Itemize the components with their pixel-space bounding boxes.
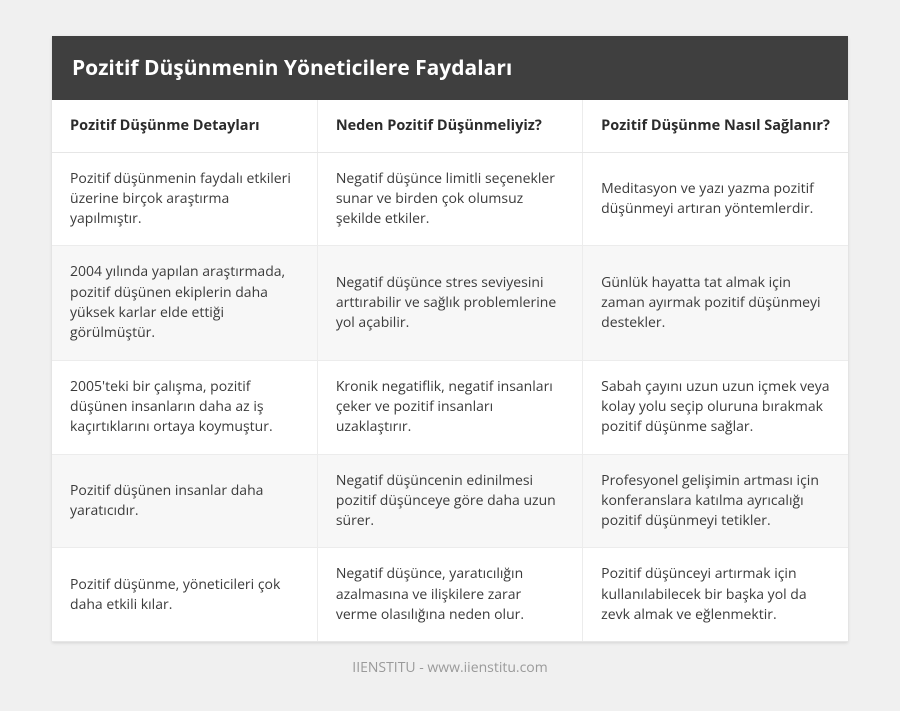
card-title: Pozitif Düşünmenin Yöneticilere Faydalar…	[52, 36, 848, 100]
benefits-table: Pozitif Düşünme Detayları Neden Pozitif …	[52, 100, 848, 642]
table-cell: 2005'teki bir çalışma, pozitif düşünen i…	[52, 360, 317, 454]
table-row: Pozitif düşünmenin faydalı etkileri üzer…	[52, 152, 848, 246]
table-cell: Pozitif düşünen insanlar daha yaratıcıdı…	[52, 454, 317, 548]
table-cell: Günlük hayatta tat almak için zaman ayır…	[583, 246, 848, 360]
column-header: Pozitif Düşünme Detayları	[52, 100, 317, 152]
table-cell: Pozitif düşünceyi artırmak için kullanıl…	[583, 548, 848, 642]
column-header: Pozitif Düşünme Nasıl Sağlanır?	[583, 100, 848, 152]
table-cell: 2004 yılında yapılan araştırmada, poziti…	[52, 246, 317, 360]
table-cell: Profesyonel gelişimin artması için konfe…	[583, 454, 848, 548]
table-header-row: Pozitif Düşünme Detayları Neden Pozitif …	[52, 100, 848, 152]
info-card: Pozitif Düşünmenin Yöneticilere Faydalar…	[52, 36, 848, 642]
table-row: Pozitif düşünen insanlar daha yaratıcıdı…	[52, 454, 848, 548]
table-cell: Kronik negatiflik, negatif insanları çek…	[317, 360, 582, 454]
column-header: Neden Pozitif Düşünmeliyiz?	[317, 100, 582, 152]
table-cell: Negatif düşüncenin edinilmesi pozitif dü…	[317, 454, 582, 548]
table-cell: Meditasyon ve yazı yazma pozitif düşünme…	[583, 152, 848, 246]
table-cell: Negatif düşünce, yaratıcılığın azalmasın…	[317, 548, 582, 642]
table-cell: Pozitif düşünmenin faydalı etkileri üzer…	[52, 152, 317, 246]
table-cell: Negatif düşünce stres seviyesini arttıra…	[317, 246, 582, 360]
table-cell: Sabah çayını uzun uzun içmek veya kolay …	[583, 360, 848, 454]
footer-credit: IIENSTITU - www.iienstitu.com	[352, 642, 547, 677]
table-row: 2005'teki bir çalışma, pozitif düşünen i…	[52, 360, 848, 454]
table-cell: Negatif düşünce limitli seçenekler sunar…	[317, 152, 582, 246]
table-cell: Pozitif düşünme, yöneticileri çok daha e…	[52, 548, 317, 642]
table-row: Pozitif düşünme, yöneticileri çok daha e…	[52, 548, 848, 642]
table-row: 2004 yılında yapılan araştırmada, poziti…	[52, 246, 848, 360]
